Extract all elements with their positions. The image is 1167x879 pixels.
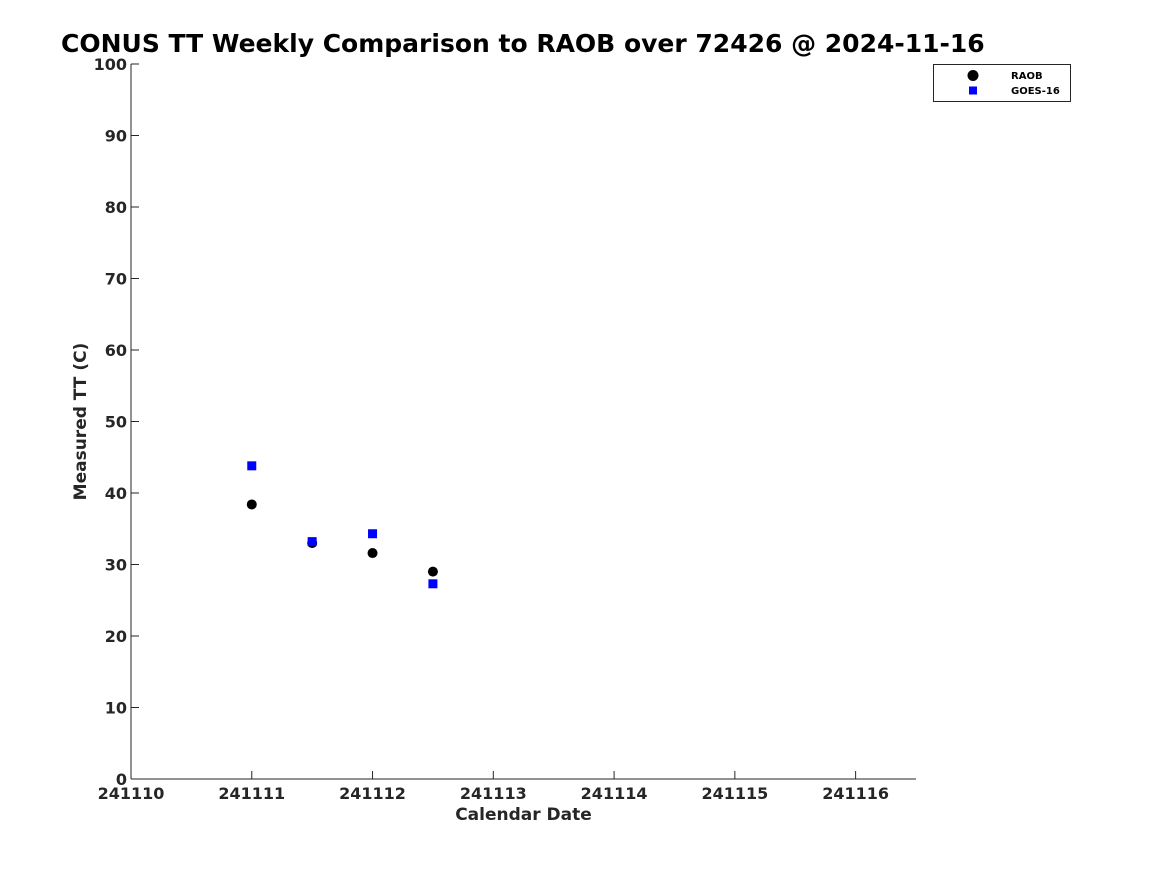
x-tick-label: 241112 xyxy=(339,784,406,803)
x-tick-label: 241116 xyxy=(822,784,889,803)
goes-16-point xyxy=(368,529,378,539)
x-tick-label: 241110 xyxy=(98,784,165,803)
y-ticks: 0 10 20 30 40 50 60 70 80 90 100 xyxy=(94,55,139,789)
legend-box xyxy=(933,64,1071,102)
legend-marker-goes-16 xyxy=(969,86,977,95)
goes-16-point xyxy=(247,461,257,471)
legend: RAOB GOES-16 xyxy=(933,64,1071,102)
x-tick-label: 241114 xyxy=(581,784,648,803)
y-tick-label: 50 xyxy=(105,413,127,432)
y-tick-label: 30 xyxy=(105,556,127,575)
goes-16-point xyxy=(428,579,438,589)
x-ticks: 241110 241111 241112 241113 241114 241115 2411… xyxy=(98,771,889,803)
chart-title: CONUS TT Weekly Comparison to RAOB over … xyxy=(61,29,985,58)
legend-label-goes-16: GOES-16 xyxy=(1011,86,1060,97)
legend-items: RAOB GOES-16 xyxy=(967,70,1060,97)
y-tick-label: 100 xyxy=(94,55,127,74)
raob-point xyxy=(246,499,257,510)
y-tick-label: 20 xyxy=(105,627,127,646)
raob-point xyxy=(427,566,438,577)
x-tick-label: 241113 xyxy=(460,784,527,803)
goes-16-point xyxy=(307,537,317,547)
data-markers xyxy=(246,461,438,589)
y-axis-label: Measured TT (C) xyxy=(71,343,91,501)
legend-label-raob: RAOB xyxy=(1011,71,1043,82)
y-tick-label: 0 xyxy=(116,770,127,789)
y-tick-label: 60 xyxy=(105,341,127,360)
y-tick-label: 40 xyxy=(105,484,127,503)
y-tick-label: 10 xyxy=(105,699,127,718)
y-tick-label: 90 xyxy=(105,127,127,146)
raob-point xyxy=(367,548,378,559)
y-tick-label: 70 xyxy=(105,270,127,289)
x-tick-label: 241115 xyxy=(701,784,768,803)
x-axis-label: Calendar Date xyxy=(455,805,592,825)
legend-marker-raob xyxy=(967,70,979,81)
x-tick-label: 241111 xyxy=(218,784,285,803)
y-tick-label: 80 xyxy=(105,198,127,217)
